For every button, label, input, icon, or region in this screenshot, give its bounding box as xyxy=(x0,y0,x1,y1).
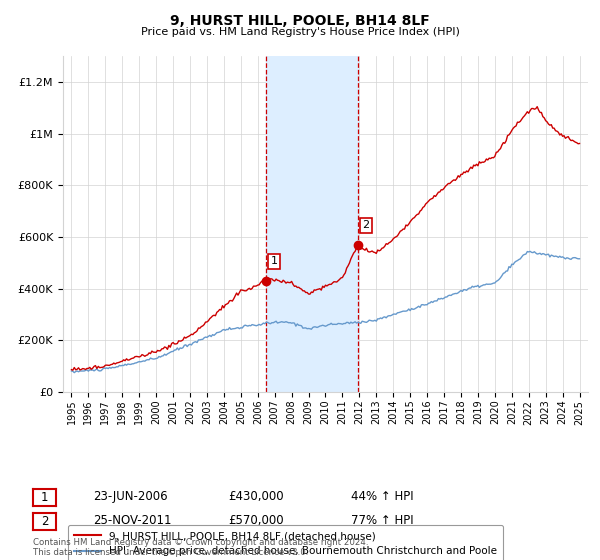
Text: 25-NOV-2011: 25-NOV-2011 xyxy=(93,514,172,528)
Text: 77% ↑ HPI: 77% ↑ HPI xyxy=(351,514,413,528)
Text: 2: 2 xyxy=(362,220,370,230)
Text: 1: 1 xyxy=(271,256,278,267)
Text: 9, HURST HILL, POOLE, BH14 8LF: 9, HURST HILL, POOLE, BH14 8LF xyxy=(170,14,430,28)
Text: Price paid vs. HM Land Registry's House Price Index (HPI): Price paid vs. HM Land Registry's House … xyxy=(140,27,460,37)
Text: 1: 1 xyxy=(41,491,48,504)
Text: Contains HM Land Registry data © Crown copyright and database right 2024.
This d: Contains HM Land Registry data © Crown c… xyxy=(33,538,368,557)
Text: £430,000: £430,000 xyxy=(228,490,284,503)
Text: 23-JUN-2006: 23-JUN-2006 xyxy=(93,490,167,503)
Text: 44% ↑ HPI: 44% ↑ HPI xyxy=(351,490,413,503)
Text: 2: 2 xyxy=(41,515,48,528)
Text: £570,000: £570,000 xyxy=(228,514,284,528)
Bar xyxy=(266,56,358,392)
Legend: 9, HURST HILL, POOLE, BH14 8LF (detached house), HPI: Average price, detached ho: 9, HURST HILL, POOLE, BH14 8LF (detached… xyxy=(68,525,503,560)
